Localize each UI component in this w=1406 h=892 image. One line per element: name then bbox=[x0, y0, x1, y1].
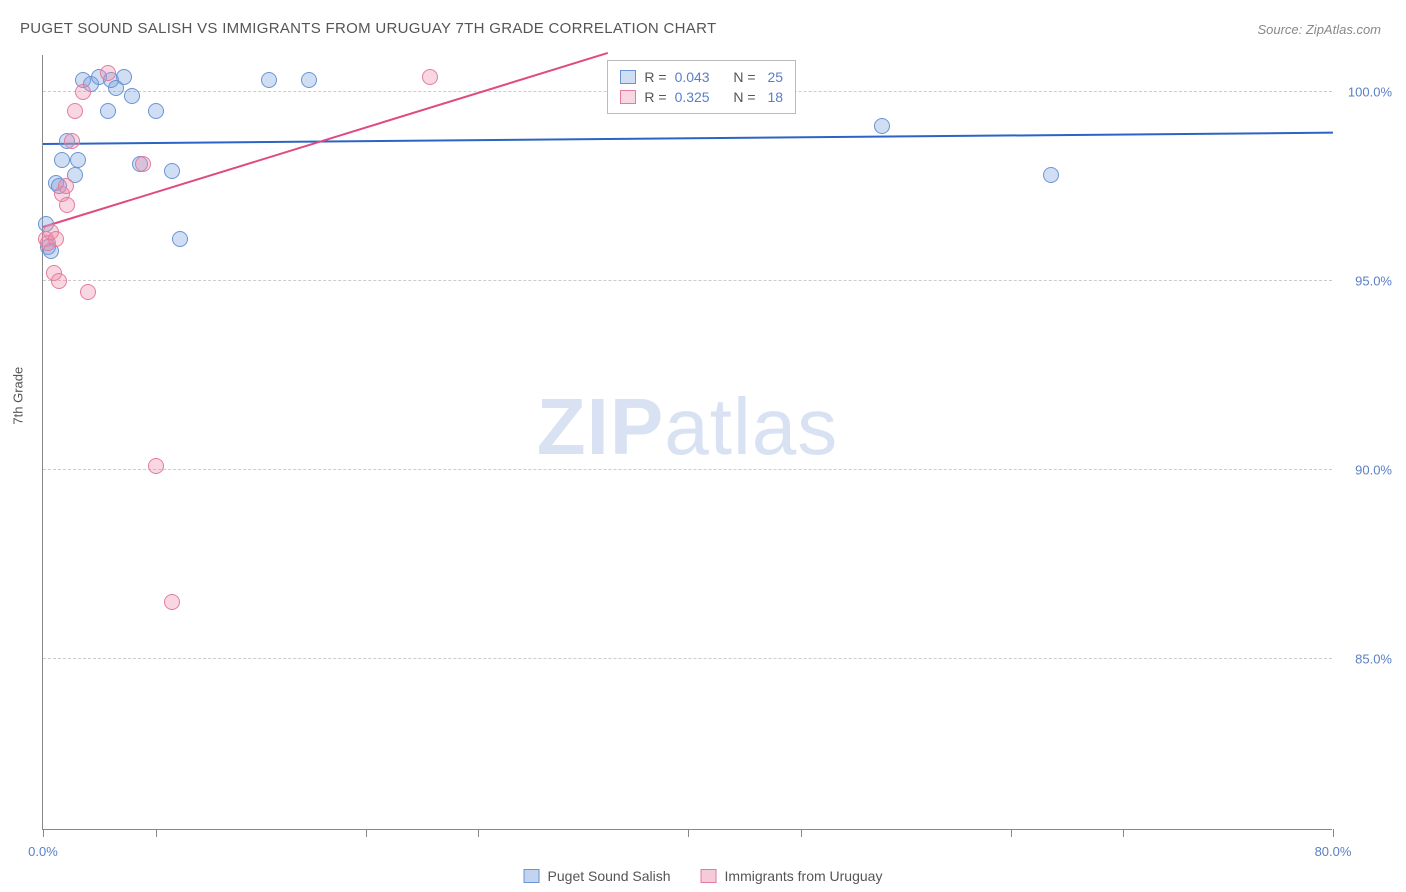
gridline-h bbox=[43, 469, 1332, 470]
y-tick-label: 85.0% bbox=[1355, 651, 1392, 666]
trend-line bbox=[43, 131, 1333, 144]
n-value: 25 bbox=[764, 69, 783, 85]
legend-bottom: Puget Sound Salish Immigrants from Urugua… bbox=[524, 868, 883, 884]
scatter-point bbox=[48, 231, 64, 247]
y-tick-label: 90.0% bbox=[1355, 462, 1392, 477]
watermark-bold: ZIP bbox=[537, 382, 664, 471]
n-label: N = bbox=[733, 89, 755, 105]
x-tick bbox=[43, 829, 44, 837]
y-tick-label: 100.0% bbox=[1348, 84, 1392, 99]
scatter-point bbox=[58, 178, 74, 194]
x-tick bbox=[688, 829, 689, 837]
legend-swatch bbox=[620, 90, 636, 104]
x-tick bbox=[366, 829, 367, 837]
scatter-point bbox=[164, 163, 180, 179]
scatter-point bbox=[301, 72, 317, 88]
scatter-point bbox=[135, 156, 151, 172]
x-tick bbox=[478, 829, 479, 837]
scatter-point bbox=[1043, 167, 1059, 183]
scatter-point bbox=[261, 72, 277, 88]
scatter-point bbox=[59, 197, 75, 213]
x-tick bbox=[801, 829, 802, 837]
scatter-point bbox=[70, 152, 86, 168]
scatter-point bbox=[124, 88, 140, 104]
watermark: ZIPatlas bbox=[537, 381, 838, 473]
scatter-point bbox=[51, 273, 67, 289]
scatter-point bbox=[100, 65, 116, 81]
n-label: N = bbox=[733, 69, 755, 85]
legend-bottom-item: Immigrants from Uruguay bbox=[701, 868, 883, 884]
legend-label: Puget Sound Salish bbox=[548, 868, 671, 884]
scatter-point bbox=[422, 69, 438, 85]
legend-swatch bbox=[524, 869, 540, 883]
scatter-point bbox=[148, 103, 164, 119]
legend-swatch bbox=[620, 70, 636, 84]
scatter-point bbox=[67, 103, 83, 119]
chart-title: PUGET SOUND SALISH VS IMMIGRANTS FROM UR… bbox=[20, 20, 716, 37]
source-attribution: Source: ZipAtlas.com bbox=[1257, 22, 1381, 37]
y-axis-label: 7th Grade bbox=[11, 367, 26, 425]
r-value: 0.043 bbox=[675, 69, 710, 85]
scatter-point bbox=[80, 284, 96, 300]
x-tick-label: 0.0% bbox=[28, 844, 58, 859]
r-value: 0.325 bbox=[675, 89, 710, 105]
gridline-h bbox=[43, 658, 1332, 659]
legend-stats-row: R = 0.325 N = 18 bbox=[620, 87, 783, 107]
scatter-point bbox=[116, 69, 132, 85]
x-tick bbox=[1333, 829, 1334, 837]
y-tick-label: 95.0% bbox=[1355, 273, 1392, 288]
scatter-point bbox=[148, 458, 164, 474]
scatter-point bbox=[54, 152, 70, 168]
legend-stats-row: R = 0.043 N = 25 bbox=[620, 67, 783, 87]
scatter-point bbox=[75, 84, 91, 100]
x-tick bbox=[1011, 829, 1012, 837]
scatter-point bbox=[164, 594, 180, 610]
legend-swatch bbox=[701, 869, 717, 883]
r-label: R = bbox=[644, 69, 666, 85]
r-label: R = bbox=[644, 89, 666, 105]
scatter-point bbox=[64, 133, 80, 149]
x-tick-label: 80.0% bbox=[1315, 844, 1352, 859]
scatter-point bbox=[874, 118, 890, 134]
x-tick bbox=[156, 829, 157, 837]
n-value: 18 bbox=[764, 89, 783, 105]
watermark-light: atlas bbox=[664, 382, 838, 471]
legend-bottom-item: Puget Sound Salish bbox=[524, 868, 671, 884]
legend-label: Immigrants from Uruguay bbox=[725, 868, 883, 884]
scatter-plot-area: ZIPatlas 85.0%90.0%95.0%100.0%0.0%80.0%R… bbox=[42, 55, 1332, 830]
legend-stats: R = 0.043 N = 25 R = 0.325 N = 18 bbox=[607, 60, 796, 114]
gridline-h bbox=[43, 280, 1332, 281]
scatter-point bbox=[100, 103, 116, 119]
x-tick bbox=[1123, 829, 1124, 837]
scatter-point bbox=[172, 231, 188, 247]
